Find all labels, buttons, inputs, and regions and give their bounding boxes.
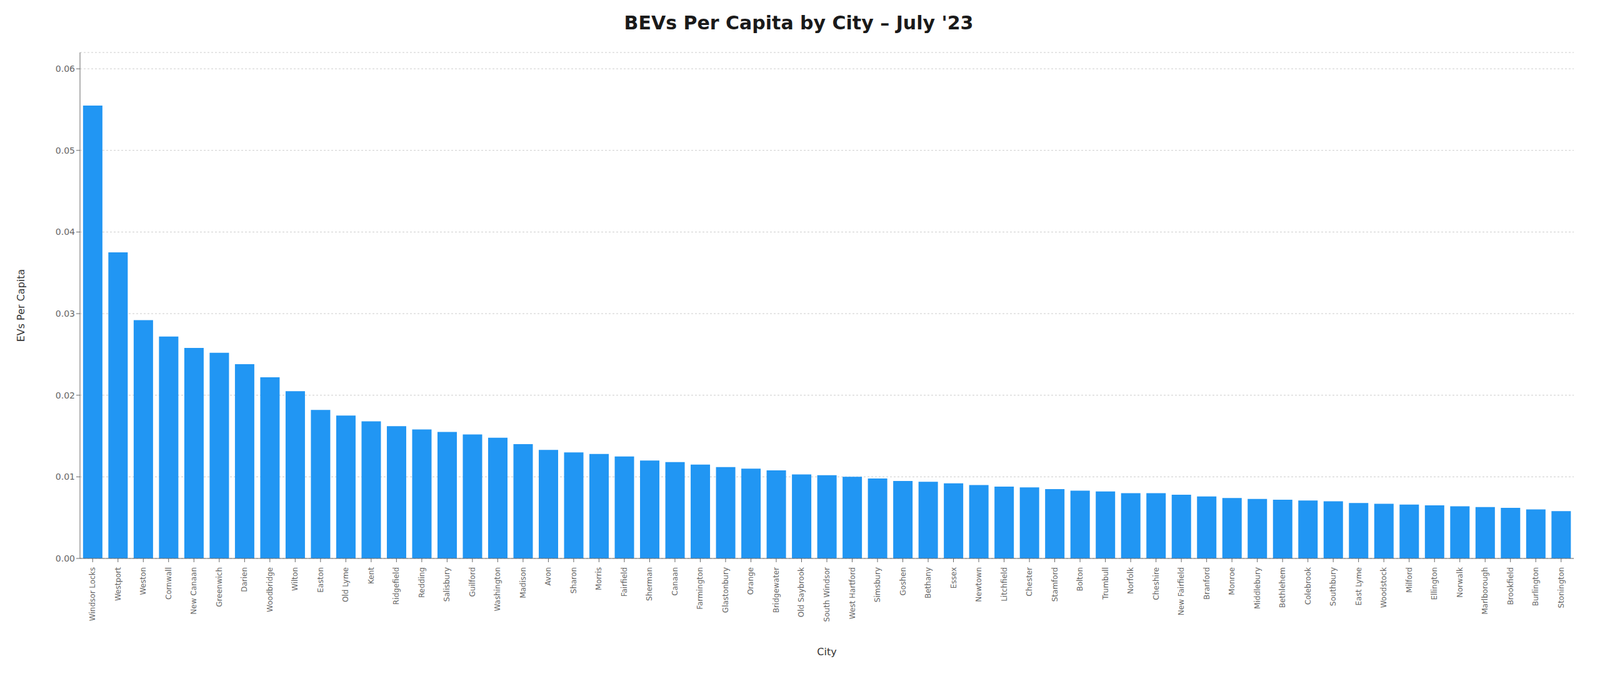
svg-text:Bethany: Bethany	[923, 567, 933, 599]
svg-text:West Hartford: West Hartford	[848, 567, 857, 620]
svg-text:Burlington: Burlington	[1531, 567, 1540, 607]
svg-text:Weston: Weston	[138, 567, 148, 595]
svg-text:Sharon: Sharon	[569, 567, 579, 594]
svg-text:Southbury: Southbury	[1328, 567, 1338, 607]
svg-text:Cheshire: Cheshire	[1151, 567, 1161, 601]
svg-text:Ellington: Ellington	[1430, 567, 1439, 600]
svg-text:Old Lyme: Old Lyme	[341, 567, 350, 603]
svg-text:Guilford: Guilford	[468, 567, 477, 597]
svg-text:Branford: Branford	[1202, 567, 1212, 600]
svg-text:Kent: Kent	[366, 567, 376, 585]
svg-text:Bolton: Bolton	[1075, 567, 1085, 592]
svg-text:Brookfield: Brookfield	[1506, 567, 1515, 605]
svg-text:Glastonbury: Glastonbury	[721, 567, 730, 614]
svg-text:Goshen: Goshen	[898, 567, 908, 597]
svg-text:Marlborough: Marlborough	[1480, 567, 1490, 615]
svg-text:Litchfield: Litchfield	[1000, 567, 1009, 602]
svg-text:Redding: Redding	[417, 567, 427, 599]
svg-text:Washington: Washington	[493, 567, 502, 612]
svg-text:Salisbury: Salisbury	[442, 567, 452, 602]
svg-text:Avon: Avon	[543, 567, 553, 587]
svg-text:Easton: Easton	[316, 567, 325, 594]
svg-text:Bethlehem: Bethlehem	[1278, 567, 1287, 609]
svg-text:Farmington: Farmington	[695, 567, 705, 610]
svg-text:Trumbull: Trumbull	[1101, 567, 1110, 601]
svg-text:Cornwall: Cornwall	[164, 567, 174, 600]
svg-text:Woodbridge: Woodbridge	[265, 567, 275, 613]
svg-text:New Fairfield: New Fairfield	[1176, 567, 1186, 616]
svg-text:Stamford: Stamford	[1050, 567, 1060, 602]
svg-text:Stonington: Stonington	[1556, 567, 1566, 609]
svg-text:Essex: Essex	[949, 567, 959, 589]
svg-text:Madison: Madison	[518, 567, 528, 599]
svg-text:0.06: 0.06	[55, 63, 75, 74]
svg-text:0.02: 0.02	[55, 390, 75, 401]
svg-text:0.05: 0.05	[55, 145, 75, 156]
svg-text:Canaan: Canaan	[670, 567, 680, 597]
svg-text:Orange: Orange	[746, 567, 755, 595]
svg-text:New Canaan: New Canaan	[189, 567, 199, 615]
svg-text:South Windsor: South Windsor	[822, 567, 832, 622]
svg-text:Simsbury: Simsbury	[873, 567, 882, 603]
svg-text:Fairfield: Fairfield	[620, 567, 629, 597]
svg-text:0.01: 0.01	[55, 471, 75, 482]
svg-text:Old Saybrook: Old Saybrook	[796, 567, 806, 618]
svg-text:Chester: Chester	[1025, 567, 1034, 597]
svg-text:Monroe: Monroe	[1227, 567, 1237, 596]
svg-text:Ridgefield: Ridgefield	[391, 567, 401, 605]
svg-text:Morris: Morris	[594, 567, 604, 591]
svg-text:City: City	[816, 646, 837, 659]
svg-text:Colebrook: Colebrook	[1303, 567, 1313, 605]
svg-text:Milford: Milford	[1405, 567, 1414, 594]
svg-text:Windsor Locks: Windsor Locks	[88, 567, 97, 622]
svg-text:EVs Per Capita: EVs Per Capita	[15, 269, 27, 343]
svg-text:Woodstock: Woodstock	[1379, 567, 1389, 609]
svg-text:Norfolk: Norfolk	[1126, 567, 1135, 595]
svg-text:Wilton: Wilton	[290, 567, 300, 592]
svg-text:Middlebury: Middlebury	[1253, 567, 1262, 610]
svg-text:East Lyme: East Lyme	[1354, 567, 1364, 606]
svg-text:Greenwich: Greenwich	[215, 567, 224, 608]
svg-text:0.03: 0.03	[55, 308, 75, 319]
svg-text:Newtown: Newtown	[974, 567, 984, 603]
svg-text:Norwalk: Norwalk	[1455, 567, 1465, 599]
svg-text:0.04: 0.04	[55, 226, 75, 237]
svg-text:0.00: 0.00	[55, 553, 75, 564]
svg-text:Bridgewater: Bridgewater	[771, 567, 781, 614]
html-text:BEVs Per Capita by City – July: BEVs Per Capita by City – July '23	[624, 11, 974, 34]
svg-text:Darien: Darien	[240, 567, 249, 593]
svg-text:Westport: Westport	[113, 567, 123, 602]
svg-text:Sherman: Sherman	[645, 567, 654, 602]
